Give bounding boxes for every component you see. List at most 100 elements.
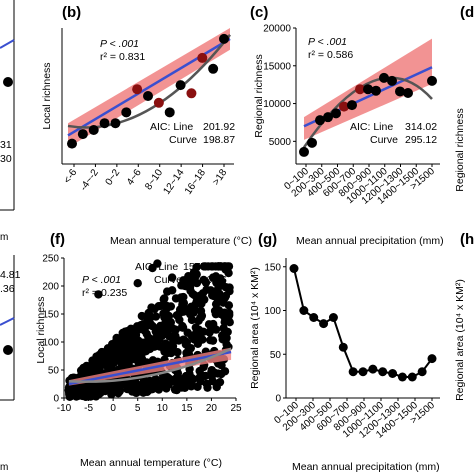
data-point-f bbox=[114, 345, 124, 354]
panel-label-d: (d bbox=[460, 4, 474, 21]
data-point-f bbox=[163, 287, 172, 296]
data-point-b bbox=[208, 63, 219, 74]
y-tick-label-c: 5000 bbox=[269, 137, 292, 148]
ylabel-g: Regional area (10⁴ x KM²) bbox=[249, 267, 261, 389]
data-point-f bbox=[193, 332, 203, 341]
data-point-f bbox=[167, 273, 177, 282]
data-point-f bbox=[181, 371, 191, 381]
ylabel-h: Regional area (10⁴ x KM²) bbox=[454, 279, 466, 401]
x-tick-label-b: 16~18 bbox=[183, 167, 208, 197]
x-tick-label-f: 5 bbox=[135, 403, 141, 414]
x-tick-label-f: 25 bbox=[230, 403, 242, 414]
stat-r2-f: r² = 0.235 bbox=[82, 287, 127, 299]
y-tick-label-f: 50 bbox=[48, 366, 60, 377]
data-point-g bbox=[319, 319, 329, 329]
data-point-f bbox=[145, 339, 154, 349]
data-point-c bbox=[347, 100, 357, 111]
data-point-f bbox=[212, 382, 221, 392]
data-point-f bbox=[102, 353, 111, 362]
data-point-g bbox=[328, 313, 338, 322]
data-point-f bbox=[182, 281, 192, 291]
data-point-c bbox=[363, 84, 373, 95]
data-point-b bbox=[121, 107, 132, 118]
data-point-f bbox=[162, 301, 171, 311]
stat-a-2: 30 bbox=[0, 153, 12, 165]
y-tick-label-f: 150 bbox=[42, 310, 59, 321]
data-point-f bbox=[91, 387, 100, 397]
data-point-f bbox=[220, 308, 229, 317]
data-point-f bbox=[125, 354, 134, 363]
data-point-b bbox=[110, 118, 121, 129]
data-point-f bbox=[216, 274, 225, 283]
data-point-f bbox=[172, 311, 182, 320]
data-point-c bbox=[387, 75, 397, 86]
data-point-b bbox=[186, 88, 197, 99]
data-point-f bbox=[105, 386, 115, 395]
panel-label-b: (b) bbox=[62, 4, 81, 21]
data-point-f bbox=[163, 323, 172, 332]
stat-p-b: P < .001 bbox=[100, 38, 139, 50]
x-tick-label-b: 0~2 bbox=[104, 167, 123, 188]
data-point-b bbox=[132, 84, 143, 95]
data-point-f bbox=[171, 374, 181, 383]
data-point-c bbox=[427, 75, 437, 86]
data-point-b bbox=[164, 107, 175, 118]
x-tick-label-f: 15 bbox=[181, 403, 193, 414]
x-tick-label-f: -10 bbox=[57, 403, 72, 414]
panel-label-g: (g) bbox=[258, 231, 277, 248]
aic-line-value-b: 201.92 bbox=[203, 121, 235, 133]
y-tick-label-g: 150 bbox=[264, 262, 281, 273]
data-point-b bbox=[153, 97, 164, 108]
data-point-f bbox=[207, 262, 216, 271]
aic-line-value-c: 314.02 bbox=[405, 121, 437, 133]
y-tick-label-c: 20000 bbox=[263, 24, 291, 35]
data-point-b bbox=[77, 129, 88, 140]
data-point-g bbox=[299, 306, 309, 315]
series-line-e bbox=[0, 317, 15, 326]
x-tick-label-b: 12~14 bbox=[161, 167, 186, 197]
data-point-f bbox=[192, 262, 201, 272]
y-tick-label-f: 250 bbox=[42, 254, 59, 265]
data-point-f bbox=[142, 387, 152, 397]
data-point-f bbox=[161, 339, 170, 348]
data-point-f bbox=[215, 289, 224, 299]
data-point-f bbox=[150, 334, 160, 344]
x-tick-label-f: 20 bbox=[206, 403, 218, 414]
xlabel-c: Mean annual precipitation (mm) bbox=[296, 235, 444, 247]
data-point-f bbox=[82, 361, 91, 371]
data-point-g bbox=[358, 367, 368, 377]
data-point-f bbox=[125, 342, 134, 352]
data-point-f bbox=[152, 326, 162, 336]
data-point-f bbox=[220, 367, 230, 376]
data-point-f bbox=[164, 378, 173, 387]
data-point-g bbox=[397, 372, 407, 382]
data-point-g bbox=[348, 367, 358, 377]
data-point-f bbox=[153, 259, 162, 268]
data-point-b bbox=[175, 80, 186, 91]
data-point-f bbox=[193, 339, 203, 349]
stat-p-f: P < .001 bbox=[82, 274, 121, 286]
data-point-f bbox=[178, 321, 187, 331]
data-point-f bbox=[196, 377, 205, 386]
series-line-g bbox=[293, 268, 433, 378]
data-point-f bbox=[154, 302, 163, 311]
ylabel-d: Regional richness bbox=[454, 108, 466, 191]
aic-curve-label-c: Curve bbox=[370, 134, 398, 146]
y-tick-label-f: 100 bbox=[42, 338, 59, 349]
aic-line-label-b: AIC: Line bbox=[150, 121, 193, 133]
data-point-f bbox=[136, 349, 145, 358]
aic-curve-label-f: Curve bbox=[154, 274, 182, 286]
ylabel-b: Local richness bbox=[41, 62, 53, 129]
regression-curve-b bbox=[67, 34, 231, 129]
regression-line-f bbox=[68, 350, 232, 386]
data-point-f bbox=[158, 373, 168, 382]
data-point-c bbox=[379, 72, 389, 83]
x-tick-label-b: <-6 bbox=[62, 167, 80, 186]
data-point-b bbox=[143, 91, 153, 101]
data-point-f bbox=[82, 388, 91, 398]
data-point-f bbox=[216, 262, 225, 271]
xlabel-e-tail: m bbox=[0, 462, 8, 473]
data-point-f bbox=[221, 291, 231, 301]
data-point-g bbox=[407, 372, 417, 382]
data-point-c bbox=[395, 86, 405, 97]
